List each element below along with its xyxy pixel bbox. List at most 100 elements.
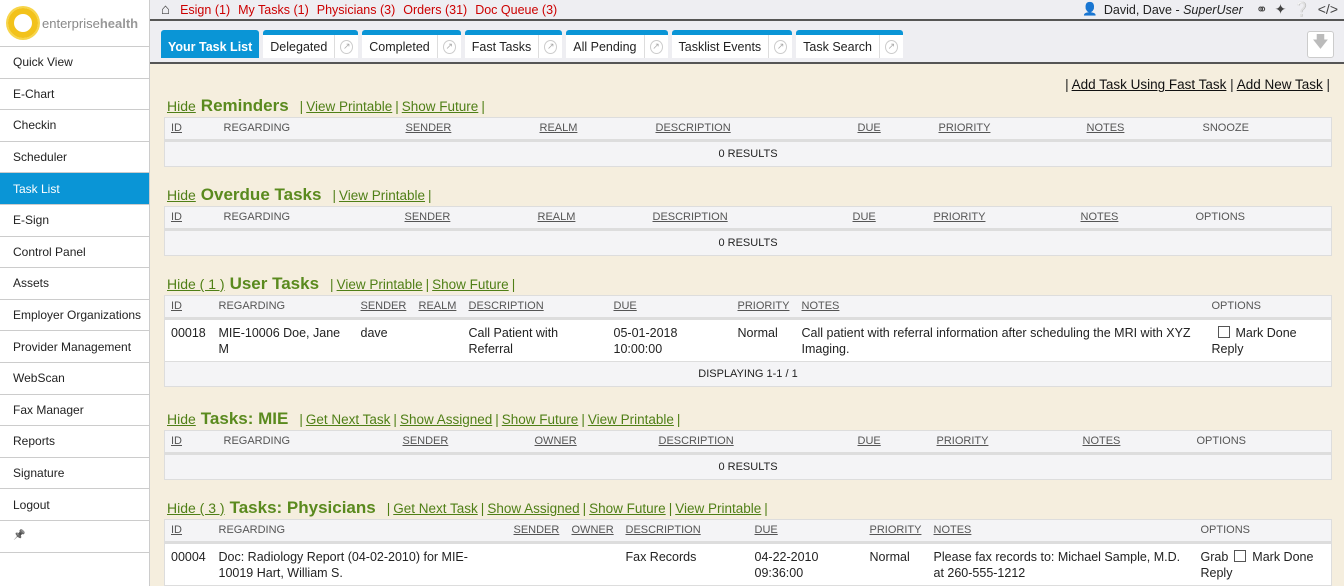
link-icon[interactable]: ⚭ (1255, 1, 1268, 17)
tab-task-search[interactable]: Task Search ↗ (796, 30, 903, 58)
popout-button[interactable]: ↗ (878, 35, 903, 58)
column-header-id[interactable]: ID (164, 431, 218, 455)
show-future-link[interactable]: Show Future (501, 412, 579, 427)
popout-button[interactable]: ↗ (643, 35, 668, 58)
column-header-id[interactable]: ID (164, 520, 213, 544)
table-row[interactable]: 00004 Doc: Radiology Report (04-02-2010) … (164, 542, 1332, 585)
sidebar-item-control-panel[interactable]: Control Panel (0, 237, 149, 269)
view-printable-link[interactable]: View Printable (675, 501, 762, 516)
hide-section-link[interactable]: Hide ( 3 ) (167, 500, 225, 516)
popout-button[interactable]: ↗ (538, 35, 562, 58)
reply-link[interactable]: Reply (1211, 341, 1244, 356)
tab-completed[interactable]: Completed ↗ (362, 30, 461, 58)
popout-button[interactable]: ↗ (334, 35, 358, 58)
open-in-new-icon[interactable]: ↗ (544, 39, 558, 54)
show-future-link[interactable]: Show Future (432, 277, 509, 292)
column-header-sender[interactable]: SENDER (399, 118, 534, 142)
open-in-new-icon[interactable]: ↗ (774, 39, 788, 54)
sidebar-item-signature[interactable]: Signature (0, 458, 149, 490)
sidebar-item-fax-manager[interactable]: Fax Manager (0, 395, 149, 427)
column-header-sender[interactable]: SENDER (396, 431, 529, 455)
sidebar-item-reports[interactable]: Reports (0, 426, 149, 458)
sidebar-item-provider-management[interactable]: Provider Management (0, 331, 149, 363)
column-header-notes[interactable]: NOTES (1076, 431, 1191, 455)
tab-fast-tasks[interactable]: Fast Tasks ↗ (464, 30, 563, 58)
sidebar-item-e-sign[interactable]: E-Sign (0, 205, 149, 237)
column-header-priority[interactable]: PRIORITY (731, 296, 796, 320)
column-header-id[interactable]: ID (164, 207, 218, 231)
column-header-realm[interactable]: REALM (533, 118, 650, 142)
open-in-new-icon[interactable]: ↗ (442, 39, 456, 54)
tab-tasklist-events[interactable]: Tasklist Events ↗ (671, 30, 793, 58)
sidebar-item-e-chart[interactable]: E-Chart (0, 79, 149, 111)
open-in-new-icon[interactable]: ↗ (340, 39, 354, 54)
reply-link[interactable]: Reply (1200, 565, 1233, 580)
mark-done-checkbox[interactable] (1217, 325, 1230, 338)
add-fast-task-link[interactable]: Add Task Using Fast Task (1071, 77, 1227, 92)
tab-all-pending[interactable]: All Pending ↗ (566, 30, 668, 58)
popout-button[interactable]: ↗ (436, 35, 461, 58)
column-header-description[interactable]: DESCRIPTION (619, 520, 749, 544)
sidebar-item-scheduler[interactable]: Scheduler (0, 142, 149, 174)
column-header-priority[interactable]: PRIORITY (930, 431, 1077, 455)
view-printable-link[interactable]: View Printable (336, 277, 423, 292)
queue-orders[interactable]: Orders (31) (403, 3, 467, 17)
column-header-owner[interactable]: OWNER (565, 520, 620, 544)
column-header-notes[interactable]: NOTES (927, 520, 1195, 544)
sidebar-item-webscan[interactable]: WebScan (0, 363, 149, 395)
column-header-description[interactable]: DESCRIPTION (646, 207, 847, 231)
column-header-notes[interactable]: NOTES (1080, 118, 1197, 142)
column-header-sender[interactable]: SENDER (354, 296, 413, 320)
show-future-link[interactable]: Show Future (589, 501, 666, 516)
column-header-notes[interactable]: NOTES (795, 296, 1206, 320)
column-header-priority[interactable]: PRIORITY (863, 520, 928, 544)
queue-esign[interactable]: Esign (1) (180, 3, 230, 17)
column-header-priority[interactable]: PRIORITY (927, 207, 1075, 231)
code-icon[interactable]: </> (1317, 1, 1338, 17)
column-header-due[interactable]: DUE (748, 520, 864, 544)
view-printable-link[interactable]: View Printable (338, 188, 426, 203)
hide-section-link[interactable]: Hide (167, 98, 196, 114)
column-header-due[interactable]: DUE (607, 296, 732, 320)
get-next-task-link[interactable]: Get Next Task (305, 412, 391, 427)
sidebar-item-quick-view[interactable]: Quick View (0, 47, 149, 79)
column-header-id[interactable]: ID (164, 118, 218, 142)
popout-button[interactable]: ↗ (768, 35, 792, 58)
queue-doc-queue[interactable]: Doc Queue (3) (475, 3, 557, 17)
sidebar-item-assets[interactable]: Assets (0, 268, 149, 300)
logo[interactable]: enterprisehealth (0, 0, 149, 47)
sidebar-item-logout[interactable]: Logout (0, 489, 149, 521)
column-header-realm[interactable]: REALM (412, 296, 463, 320)
home-icon[interactable]: ⌂ (161, 1, 171, 18)
tab-delegated[interactable]: Delegated ↗ (263, 30, 359, 58)
mark-done-checkbox[interactable] (1234, 549, 1247, 562)
download-button[interactable]: 🡇 (1307, 31, 1334, 58)
column-header-description[interactable]: DESCRIPTION (652, 431, 852, 455)
magic-wand-icon[interactable]: ✦ (1274, 1, 1287, 17)
queue-physicians[interactable]: Physicians (3) (317, 3, 396, 17)
column-header-owner[interactable]: OWNER (528, 431, 653, 455)
view-printable-link[interactable]: View Printable (587, 412, 674, 427)
column-header-due[interactable]: DUE (851, 118, 933, 142)
column-header-description[interactable]: DESCRIPTION (649, 118, 852, 142)
grab-link[interactable]: Grab (1200, 549, 1229, 564)
show-assigned-link[interactable]: Show Assigned (487, 501, 580, 516)
open-in-new-icon[interactable]: ↗ (884, 39, 898, 54)
get-next-task-link[interactable]: Get Next Task (393, 501, 478, 516)
help-icon[interactable]: ❔ (1293, 1, 1311, 17)
sidebar-item-task-list[interactable]: Task List (0, 173, 149, 205)
hide-section-link[interactable]: Hide (167, 187, 196, 203)
add-new-task-link[interactable]: Add New Task (1236, 77, 1323, 92)
sidebar-item-employer-organizations[interactable]: Employer Organizations (0, 300, 149, 332)
column-header-sender[interactable]: SENDER (398, 207, 532, 231)
show-assigned-link[interactable]: Show Assigned (399, 412, 493, 427)
user-menu[interactable]: 👤 David, Dave - SuperUser ⚭ ✦ ❔ </> (1082, 1, 1338, 17)
tab-your-task-list[interactable]: Your Task List (161, 30, 260, 58)
column-header-realm[interactable]: REALM (531, 207, 647, 231)
column-header-due[interactable]: DUE (846, 207, 928, 231)
hide-section-link[interactable]: Hide ( 1 ) (167, 276, 225, 292)
hide-section-link[interactable]: Hide (167, 411, 196, 427)
column-header-notes[interactable]: NOTES (1074, 207, 1190, 231)
column-header-priority[interactable]: PRIORITY (932, 118, 1081, 142)
